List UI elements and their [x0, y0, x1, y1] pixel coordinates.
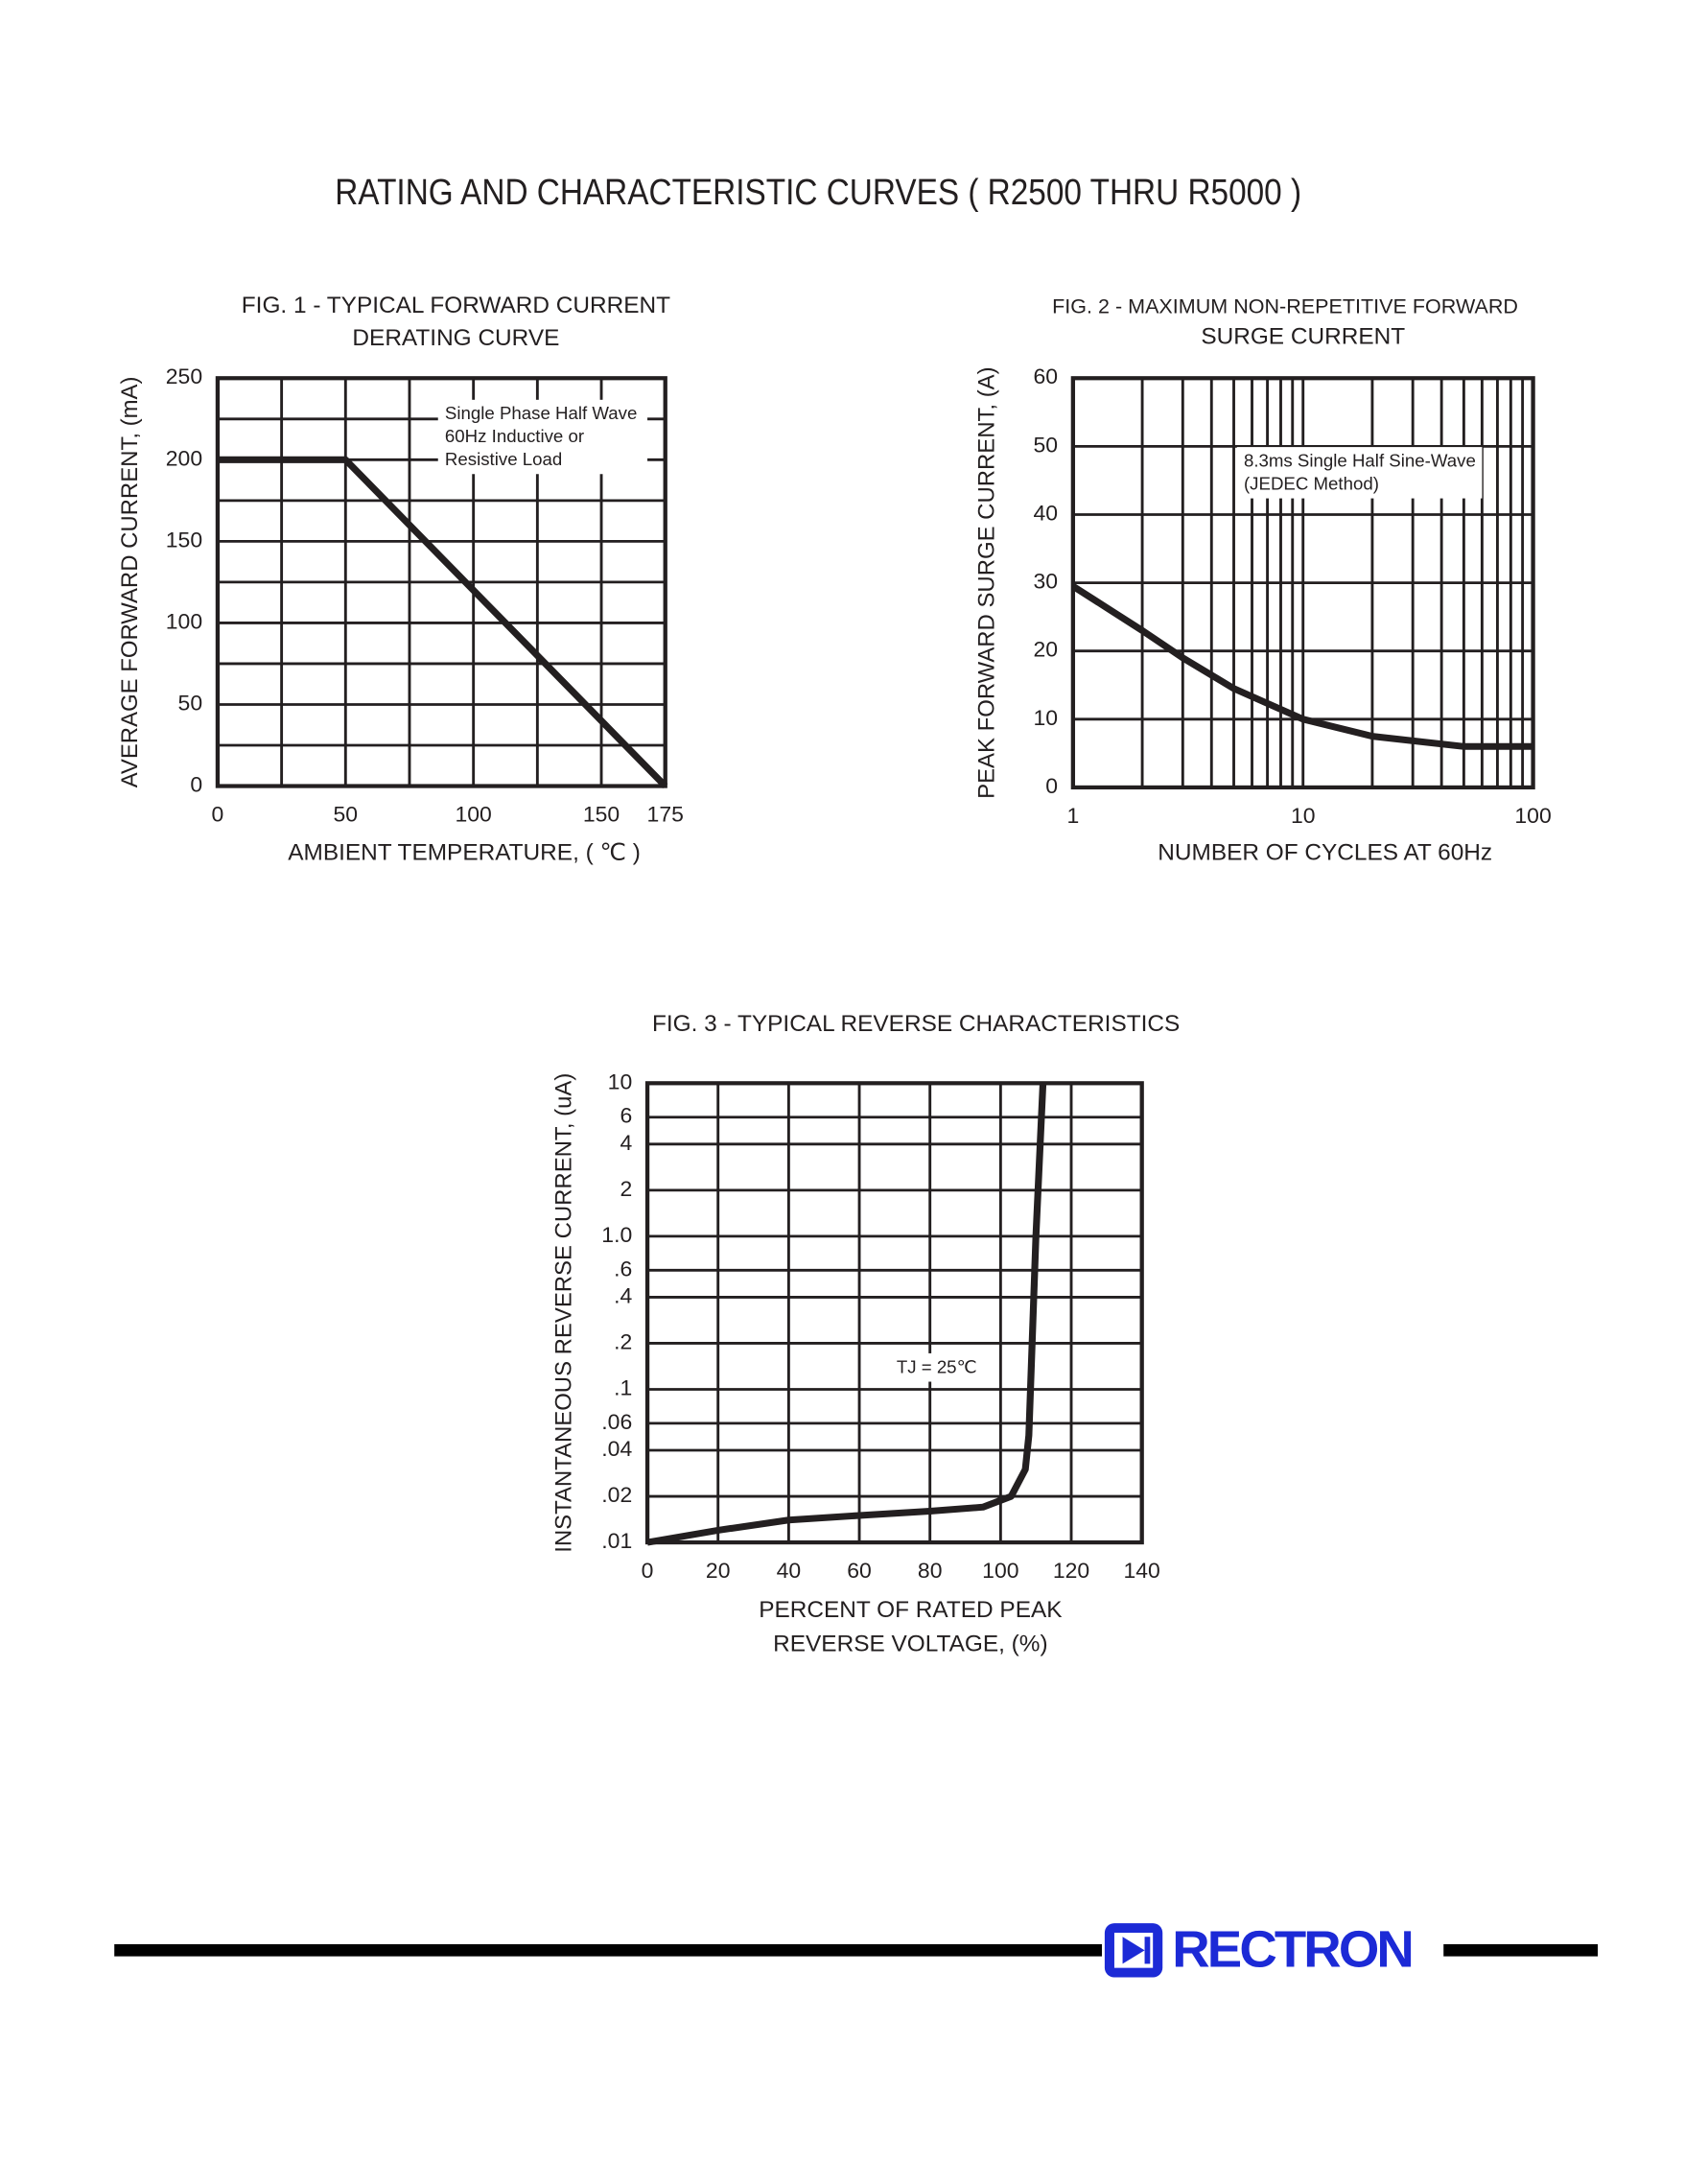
x-tick-label: 50: [334, 802, 359, 827]
annotation: Single Phase Half Wave: [445, 403, 637, 423]
x-tick-label: 175: [647, 802, 684, 827]
annotation: Resistive Load: [445, 449, 562, 469]
y-tick-label: .6: [614, 1256, 632, 1280]
y-tick-label: 50: [1034, 433, 1059, 458]
chart-title: FIG. 3 - TYPICAL REVERSE CHARACTERISTICS: [652, 1011, 1180, 1037]
x-tick-label: 60: [847, 1558, 872, 1583]
y-tick-label: 60: [1034, 364, 1059, 388]
y-axis-title: AVERAGE FORWARD CURRENT, (mA): [117, 377, 143, 788]
page-title: RATING AND CHARACTERISTIC CURVES ( R2500…: [335, 172, 1301, 213]
y-tick-label: 4: [620, 1130, 632, 1155]
y-tick-label: 1.0: [601, 1222, 632, 1247]
x-axis-title: AMBIENT TEMPERATURE, ( ℃ ): [288, 839, 641, 865]
x-tick-label: 100: [456, 802, 492, 827]
y-tick-label: 0: [190, 772, 202, 797]
x-axis-title: PERCENT OF RATED PEAK: [759, 1597, 1062, 1623]
plot-frame: [215, 376, 667, 788]
x-axis-title: NUMBER OF CYCLES AT 60Hz: [1158, 839, 1492, 865]
y-tick-label: 10: [1034, 705, 1059, 730]
x-axis-title: REVERSE VOLTAGE, (%): [773, 1632, 1047, 1657]
data-line: [646, 1083, 1047, 1546]
y-tick-label: 6: [620, 1103, 632, 1128]
x-tick-label: 0: [642, 1558, 654, 1583]
y-tick-label: .1: [614, 1375, 632, 1400]
y-tick-label: 20: [1034, 637, 1059, 662]
data-line: [217, 456, 668, 788]
y-tick-label: 150: [166, 528, 202, 552]
x-tick-label: 10: [1291, 803, 1316, 828]
annotation: 60Hz Inductive or: [445, 426, 584, 446]
y-tick-label: 250: [166, 364, 202, 388]
y-tick-label: .04: [601, 1436, 632, 1461]
y-tick-label: 50: [178, 691, 203, 716]
y-tick-label: 100: [166, 609, 202, 634]
y-tick-label: 10: [608, 1069, 633, 1093]
x-tick-label: 150: [583, 802, 620, 827]
y-tick-label: 40: [1034, 501, 1059, 526]
chart-title: FIG. 2 - MAXIMUM NON-REPETITIVE FORWARD: [1052, 295, 1518, 318]
chart-title: SURGE CURRENT: [1201, 324, 1405, 350]
x-tick-label: 80: [918, 1558, 943, 1583]
x-tick-label: 40: [777, 1558, 802, 1583]
x-tick-label: 100: [1514, 803, 1551, 828]
y-tick-label: 2: [620, 1176, 632, 1201]
logo-text: RECTRON: [1172, 1921, 1412, 1978]
logo-icon: [1104, 1923, 1163, 1978]
annotation-box: [888, 1352, 985, 1382]
x-tick-label: 0: [212, 802, 224, 827]
y-tick-label: .2: [614, 1329, 632, 1354]
annotation-box: [1236, 447, 1483, 499]
chart-title: FIG. 1 - TYPICAL FORWARD CURRENT: [242, 293, 671, 318]
x-tick-label: 20: [706, 1558, 731, 1583]
y-tick-label: .02: [601, 1482, 632, 1507]
y-axis-title: PEAK FORWARD SURGE CURRENT, (A): [973, 366, 999, 798]
y-tick-label: .06: [601, 1409, 632, 1434]
data-line: [1070, 583, 1533, 750]
annotation: 8.3ms Single Half Sine-Wave: [1244, 451, 1476, 471]
x-tick-label: 100: [982, 1558, 1018, 1583]
annotation: TJ = 25℃: [897, 1356, 977, 1376]
chart-title: DERATING CURVE: [352, 325, 559, 351]
y-tick-label: 30: [1034, 569, 1059, 594]
y-tick-label: 0: [1045, 773, 1058, 798]
plot-frame: [644, 1081, 1144, 1545]
y-tick-label: .4: [614, 1283, 632, 1308]
annotation-box: [437, 399, 648, 475]
x-tick-label: 120: [1053, 1558, 1089, 1583]
annotation: (JEDEC Method): [1244, 474, 1379, 494]
x-tick-label: 140: [1124, 1558, 1160, 1583]
plot-frame: [1070, 376, 1535, 790]
y-tick-label: 200: [166, 445, 202, 470]
y-tick-label: .01: [601, 1528, 632, 1553]
y-axis-title: INSTANTANEOUS REVERSE CURRENT, (uA): [550, 1073, 576, 1553]
x-tick-label: 1: [1066, 803, 1079, 828]
